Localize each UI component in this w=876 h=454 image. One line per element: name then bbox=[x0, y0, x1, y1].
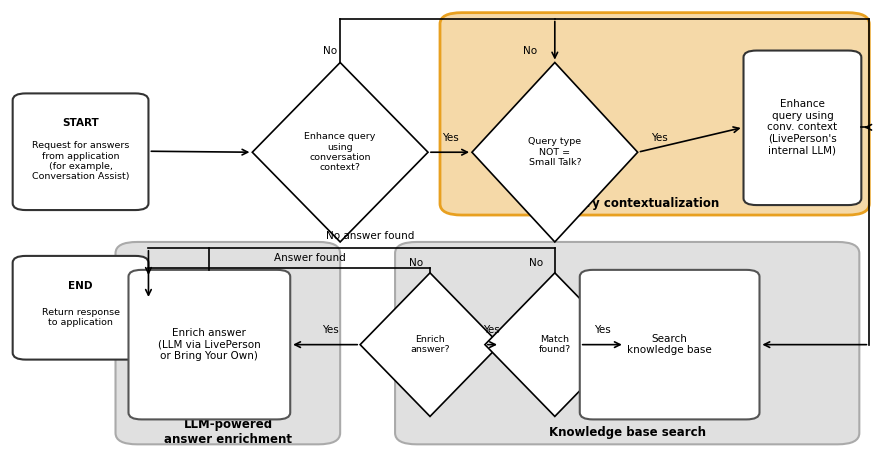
Text: Return response
to application: Return response to application bbox=[41, 308, 119, 327]
FancyBboxPatch shape bbox=[12, 256, 148, 360]
FancyBboxPatch shape bbox=[129, 270, 290, 419]
FancyBboxPatch shape bbox=[12, 94, 148, 210]
Text: Enhance
query using
conv. context
(LivePerson's
internal LLM): Enhance query using conv. context (LiveP… bbox=[767, 99, 837, 156]
Text: Query contextualization: Query contextualization bbox=[560, 197, 719, 210]
FancyBboxPatch shape bbox=[440, 13, 869, 215]
Text: START: START bbox=[62, 118, 99, 128]
Text: No: No bbox=[323, 45, 337, 55]
Text: Request for answers
from application
(for example,
Conversation Assist): Request for answers from application (fo… bbox=[32, 141, 130, 181]
Polygon shape bbox=[472, 63, 638, 242]
Text: Enrich answer
(LLM via LivePerson
or Bring Your Own): Enrich answer (LLM via LivePerson or Bri… bbox=[158, 328, 261, 361]
Text: No answer found: No answer found bbox=[326, 231, 414, 241]
FancyBboxPatch shape bbox=[116, 242, 340, 444]
Text: Yes: Yes bbox=[651, 133, 668, 143]
Text: No: No bbox=[409, 258, 423, 268]
Polygon shape bbox=[252, 63, 428, 242]
Text: LLM-powered
answer enrichment: LLM-powered answer enrichment bbox=[165, 419, 293, 446]
Polygon shape bbox=[485, 273, 625, 416]
Text: Search
knowledge base: Search knowledge base bbox=[627, 334, 712, 355]
Text: No: No bbox=[523, 45, 537, 55]
Text: Query type
NOT =
Small Talk?: Query type NOT = Small Talk? bbox=[528, 137, 582, 167]
Text: Match
found?: Match found? bbox=[539, 335, 571, 354]
Text: Knowledge base search: Knowledge base search bbox=[549, 426, 706, 439]
FancyBboxPatch shape bbox=[744, 50, 861, 205]
Text: END: END bbox=[68, 281, 93, 291]
Text: Yes: Yes bbox=[321, 325, 338, 335]
Text: No: No bbox=[529, 258, 543, 268]
Text: Yes: Yes bbox=[484, 325, 500, 335]
Text: Yes: Yes bbox=[594, 325, 611, 335]
FancyBboxPatch shape bbox=[580, 270, 759, 419]
Polygon shape bbox=[360, 273, 500, 416]
Text: Enhance query
using
conversation
context?: Enhance query using conversation context… bbox=[305, 132, 376, 173]
Text: Yes: Yes bbox=[442, 133, 458, 143]
Text: Answer found: Answer found bbox=[274, 253, 346, 263]
Text: Enrich
answer?: Enrich answer? bbox=[410, 335, 449, 354]
FancyBboxPatch shape bbox=[395, 242, 859, 444]
